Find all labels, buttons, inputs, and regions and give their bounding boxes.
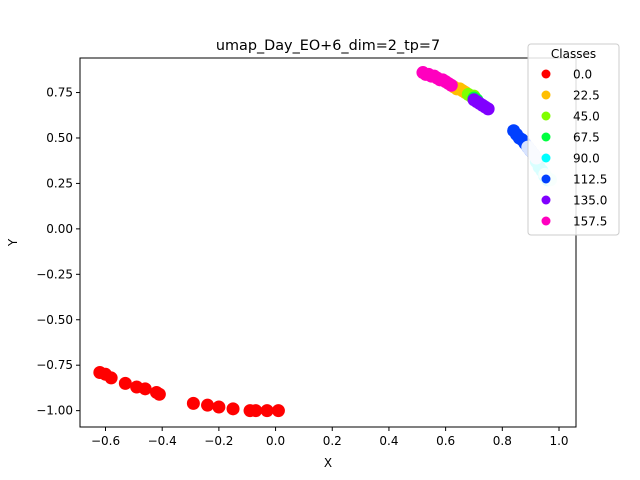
y-axis-label: Y [6, 238, 20, 247]
x-tick-label: 0.4 [379, 434, 398, 448]
legend-label: 90.0 [573, 152, 600, 166]
data-point [212, 400, 226, 414]
data-point [138, 382, 152, 396]
legend-label: 135.0 [573, 194, 607, 208]
y-tick-label: −1.00 [36, 404, 73, 418]
plot-marks [93, 66, 557, 418]
legend-title: Classes [551, 47, 596, 61]
legend-label: 45.0 [573, 110, 600, 124]
x-tick-label: 1.0 [549, 434, 568, 448]
data-point [444, 78, 458, 92]
x-tick-label: −0.6 [91, 434, 120, 448]
plot-frame [79, 57, 577, 428]
legend-marker [541, 195, 551, 205]
chart-title: umap_Day_EO+6_dim=2_tp=7 [216, 38, 440, 54]
y-tick-label: 0.75 [46, 86, 73, 100]
x-tick-label: −0.4 [148, 434, 177, 448]
legend: Classes 0.0 22.5 45.0 67.5 90.0 112.5 135.0 157… [527, 43, 620, 236]
legend-frame [527, 43, 620, 236]
legend-marker [541, 132, 551, 142]
series-157.5 [416, 66, 458, 92]
x-tick-label: 0.0 [266, 434, 285, 448]
legend-marker [541, 69, 551, 79]
legend-marker [541, 174, 551, 184]
x-tick-label: −0.2 [204, 434, 233, 448]
legend-marker [541, 111, 551, 121]
legend-label: 0.0 [573, 68, 592, 82]
data-point [226, 402, 240, 416]
series-135.0 [467, 93, 495, 116]
y-tick-label: 0.50 [46, 131, 73, 145]
y-tick-label: −0.75 [36, 358, 73, 372]
y-tick-label: 0.00 [46, 222, 73, 236]
data-point [118, 376, 132, 390]
data-point [152, 387, 166, 401]
legend-items: 0.0 22.5 45.0 67.5 90.0 112.5 135.0 157.5 [541, 68, 607, 229]
legend-label: 22.5 [573, 89, 600, 103]
x-axis-label: X [324, 456, 332, 470]
data-point [249, 404, 263, 418]
data-point [481, 102, 495, 116]
legend-label: 157.5 [573, 215, 607, 229]
x-axis-ticks: −0.6 −0.4 −0.2 0.0 0.2 0.4 0.6 0.8 1.0 [91, 427, 569, 448]
legend-marker [541, 90, 551, 100]
y-tick-label: −0.50 [36, 313, 73, 327]
legend-marker [541, 216, 551, 226]
legend-marker [541, 153, 551, 163]
x-tick-label: 0.8 [493, 434, 512, 448]
y-axis-ticks: −1.00 −0.75 −0.50 −0.25 0.00 0.25 0.50 0.75 [36, 86, 80, 418]
x-tick-label: 0.2 [323, 434, 342, 448]
data-point [186, 396, 200, 410]
data-point [104, 371, 118, 385]
y-tick-label: −0.25 [36, 267, 73, 281]
legend-label: 112.5 [573, 173, 607, 187]
series-0.0 [93, 365, 285, 418]
y-tick-label: 0.25 [46, 176, 73, 190]
data-point [271, 404, 285, 418]
x-tick-label: 0.6 [436, 434, 455, 448]
legend-label: 67.5 [573, 131, 600, 145]
data-point [260, 404, 274, 418]
data-point [201, 398, 215, 412]
